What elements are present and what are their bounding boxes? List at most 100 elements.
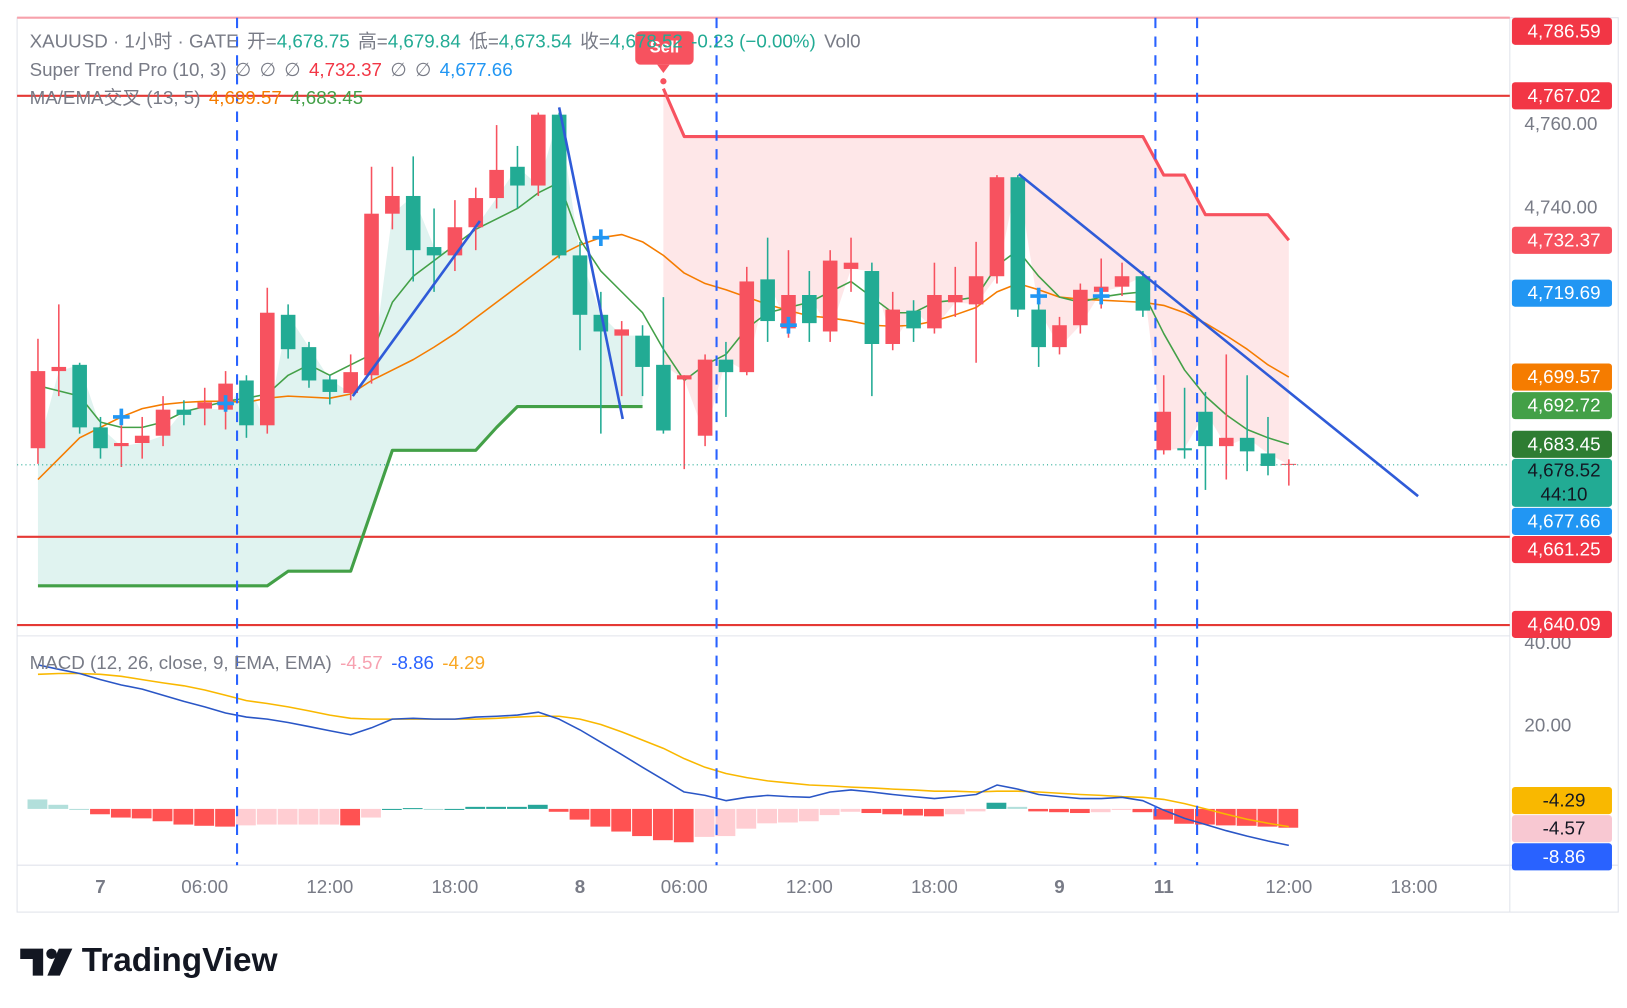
macd-histogram-bar: [923, 808, 944, 817]
macd-histogram-bar: [256, 808, 277, 825]
macd-histogram-bar: [965, 808, 986, 812]
price-label-box: [1511, 536, 1612, 564]
candle-body: [656, 364, 671, 431]
candle-body: [259, 312, 275, 426]
legend-item: Vol0: [824, 31, 861, 52]
macd-histogram-bar: [90, 808, 110, 815]
macd-histogram-bar: [236, 808, 256, 826]
candle-body: [885, 309, 901, 344]
macd-histogram-bar: [694, 808, 715, 837]
candle-body: [1218, 437, 1234, 447]
legend-item: 收=: [580, 31, 610, 52]
legend: XAUUSD · 1小时 · GATE 开=4,678.75 高=4,679.84 低…: [30, 31, 861, 673]
macd-histogram-bar: [1049, 808, 1069, 813]
candle-body: [1198, 411, 1213, 447]
indicator-line: [661, 87, 1291, 242]
candle-body: [551, 114, 567, 256]
price-label: 4,732.37: [1528, 229, 1601, 250]
drawing-layer: Sell: [113, 17, 1419, 866]
macd-histogram-bar: [402, 808, 423, 810]
candle-body: [614, 329, 629, 336]
legend-row: MA/EMA交叉 (13, 5) 4,699.57 4,683.45: [30, 87, 364, 108]
candle-body: [989, 177, 1005, 277]
price-label: -8.86: [1543, 846, 1586, 867]
price-label: 4,640.09: [1528, 613, 1601, 634]
macd-histogram-bar: [69, 808, 90, 810]
x-tick-label: 06:00: [661, 876, 708, 897]
macd-histogram-bar: [1069, 808, 1090, 814]
legend-item: 开=: [247, 31, 277, 52]
candle-body: [197, 402, 213, 409]
macd-histogram-bar: [778, 808, 798, 823]
indicator-line: [37, 404, 643, 588]
price-label: 4,661.25: [1528, 539, 1601, 560]
macd-histogram-bar: [340, 808, 361, 826]
price-label: 4,767.02: [1528, 85, 1601, 106]
legend-item: 4,678.52: [610, 31, 683, 52]
macd-histogram-bar: [277, 808, 298, 825]
macd-histogram-bar: [110, 808, 131, 818]
price-label-box: [1511, 610, 1612, 638]
macd-histogram-bar: [861, 808, 882, 814]
x-tick-label: 9: [1054, 876, 1064, 897]
candle-body: [1177, 448, 1192, 451]
candle-body: [1114, 276, 1130, 287]
price-label-box: [1511, 507, 1612, 535]
x-tick-label: 8: [575, 876, 585, 897]
macd-histogram-bar: [486, 806, 506, 809]
legend-item: -4.29: [442, 652, 485, 673]
legend-item: ∅: [390, 59, 406, 80]
signal-markers: [113, 229, 1110, 426]
macd-histogram-bar: [1174, 808, 1194, 824]
macd-histogram-bar: [590, 808, 611, 827]
price-label-box: [1511, 430, 1612, 458]
axis-layer: 7 06:00 12:00 18:00 8 06:00 12:00 18:00 9 11 12:00…: [95, 17, 1612, 897]
legend-row: MACD (12, 26, close, 9, EMA, EMA) -4.57 -8…: [30, 652, 485, 673]
candle-body: [1073, 289, 1088, 326]
macd-histogram-bar: [444, 808, 465, 810]
macd-histogram-bar: [673, 808, 694, 843]
legend-item: MA/EMA交叉 (13, 5): [30, 87, 201, 108]
macd-histogram-bar: [548, 808, 569, 812]
price-label-box: [1511, 392, 1612, 420]
countdown-label: 44:10: [1541, 483, 1588, 504]
legend-item: Super Trend Pro (10, 3): [30, 59, 227, 80]
price-label: 4,699.57: [1528, 366, 1601, 387]
macd-histogram-bar: [1236, 808, 1257, 826]
macd-histogram-bar: [757, 808, 778, 824]
price-label: 4,719.69: [1528, 282, 1601, 303]
candle-body: [1156, 411, 1172, 451]
macd-histogram-bar: [1111, 808, 1132, 810]
candle-body: [635, 335, 650, 367]
signal-line: [37, 672, 1289, 828]
macd-histogram-bar: [840, 808, 861, 812]
price-label-box: [1511, 17, 1612, 45]
price-label-box: [1511, 458, 1612, 507]
legend-item: 4,732.37: [309, 59, 382, 80]
candle-body: [531, 114, 546, 186]
price-label: 4,692.72: [1528, 395, 1601, 416]
macd-histogram-bar: [361, 808, 381, 818]
candle-body: [239, 380, 254, 426]
x-tick-label: 18:00: [911, 876, 958, 897]
macd-histogram-bar: [986, 802, 1007, 809]
candle-body: [301, 347, 317, 381]
price-label-box: [1511, 82, 1612, 110]
macd-histogram-bar: [298, 808, 319, 825]
price-label-box: [1511, 787, 1612, 815]
candle-body: [1031, 309, 1046, 348]
legend-item: XAUUSD · 1小时 · GATE: [30, 31, 239, 52]
price-label-box: [1511, 279, 1612, 307]
candle-body: [155, 409, 171, 436]
price-label: 4,683.45: [1528, 433, 1601, 454]
candle-body: [1135, 276, 1151, 311]
macd-line: [37, 664, 1289, 847]
candle-body: [51, 366, 67, 372]
legend-item: 4,683.45: [290, 87, 363, 108]
brand-name: TradingView: [82, 942, 278, 979]
macd-histogram-bar: [736, 808, 757, 829]
legend-row: Super Trend Pro (10, 3) ∅ ∅ ∅ 4,732.37 ∅ ∅ 4,67…: [30, 59, 513, 80]
macd-histogram-bar: [173, 808, 194, 825]
